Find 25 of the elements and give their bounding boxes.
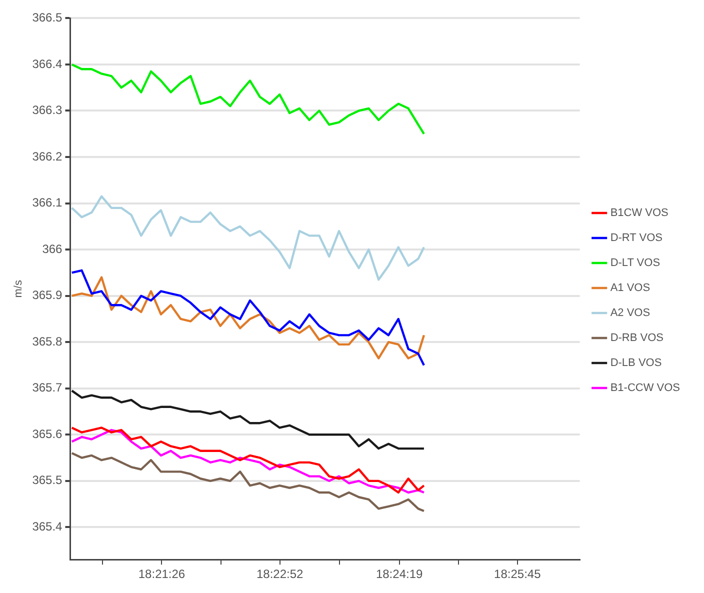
y-tick-label: 366.4 (32, 56, 63, 71)
x-tick-label: 18:24:19 (376, 567, 423, 582)
y-tick-label: 365.8 (32, 334, 63, 348)
y-tick-label: 366.5 (32, 10, 63, 25)
y-tick-label: 366.3 (32, 103, 63, 118)
legend-label: A1 VOS (610, 282, 650, 294)
legend-label: D-RT VOS (610, 232, 662, 244)
legend-label: D-RB VOS (610, 332, 664, 344)
legend-label: D-LT VOS (610, 257, 660, 270)
legend-label: A2 VOS (610, 307, 650, 320)
x-tick-label: 18:22:52 (256, 567, 304, 582)
y-tick-label: 365.6 (32, 426, 63, 441)
legend-label: D-LB VOS (610, 357, 662, 370)
y-axis-title: m/s (12, 280, 25, 298)
legend-label: B1CW VOS (610, 207, 668, 220)
x-tick-label: 18:25:45 (494, 567, 542, 582)
y-tick-label: 365.9 (32, 288, 63, 302)
y-tick-label: 366.1 (32, 196, 63, 210)
y-tick-label: 366 (42, 242, 63, 256)
y-tick-label: 365.4 (32, 520, 63, 534)
y-tick-label: 366.2 (32, 149, 63, 164)
y-tick-label: 365.7 (32, 380, 63, 395)
x-tick-label: 18:21:26 (138, 567, 186, 582)
legend-label: B1-CCW VOS (610, 382, 680, 394)
y-tick-label: 365.5 (32, 473, 63, 488)
